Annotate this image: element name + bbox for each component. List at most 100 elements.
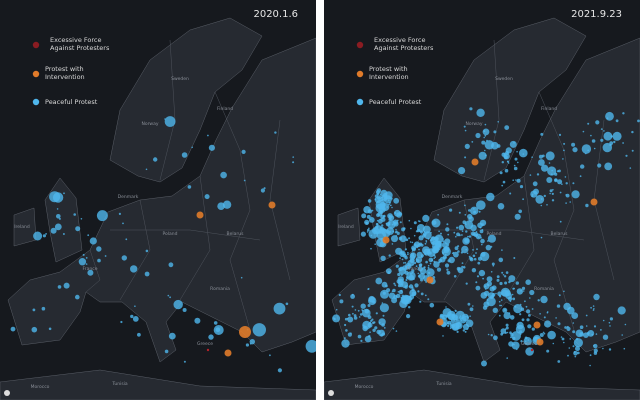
peaceful-dot: [442, 238, 444, 240]
peaceful-dot: [468, 216, 474, 222]
peaceful-dot: [397, 284, 401, 288]
peaceful-dot: [400, 289, 403, 292]
peaceful-dot: [477, 261, 481, 265]
peaceful-dot: [97, 258, 101, 263]
peaceful-dot: [87, 269, 94, 276]
peaceful-dot: [464, 143, 470, 149]
peaceful-dot: [573, 350, 578, 356]
peaceful-dot: [332, 314, 341, 323]
peaceful-dot: [408, 284, 414, 289]
peaceful-dot: [391, 206, 393, 209]
peaceful-dot: [603, 131, 613, 141]
peaceful-dot: [429, 262, 432, 265]
legend-line: Excessive Force: [50, 36, 102, 44]
peaceful-dot: [359, 313, 363, 316]
peaceful-dot: [478, 210, 481, 213]
peaceful-dot: [58, 217, 61, 220]
peaceful-dot: [478, 269, 486, 277]
peaceful-dot: [442, 240, 445, 243]
peaceful-dot: [531, 327, 535, 331]
peaceful-dot: [496, 278, 500, 282]
intervention-dot: [436, 318, 444, 326]
peaceful-dot: [63, 192, 65, 195]
peaceful-dot: [458, 167, 466, 175]
peaceful-dot: [464, 214, 467, 216]
peaceful-dot: [292, 156, 295, 158]
peaceful-dot: [461, 234, 463, 236]
peaceful-dot: [382, 291, 386, 295]
peaceful-dot: [462, 329, 465, 332]
peaceful-dot: [566, 326, 571, 331]
peaceful-dot: [194, 317, 201, 324]
peaceful-dot: [413, 221, 417, 225]
peaceful-dot: [573, 338, 583, 348]
peaceful-dot: [464, 315, 467, 318]
peaceful-dot: [80, 218, 83, 220]
peaceful-dot: [374, 198, 377, 201]
peaceful-dot: [454, 309, 457, 312]
legend-swatch: [356, 70, 364, 78]
peaceful-dot: [561, 337, 565, 341]
peaceful-dot: [621, 334, 623, 336]
peaceful-dot: [399, 257, 401, 259]
peaceful-dot: [429, 302, 435, 308]
peaceful-dot: [559, 220, 562, 223]
peaceful-dot: [585, 314, 588, 317]
peaceful-dot: [558, 133, 562, 136]
peaceful-dot: [348, 313, 351, 317]
peaceful-dot: [404, 261, 407, 264]
peaceful-dot: [585, 325, 588, 327]
peaceful-dot: [535, 195, 545, 204]
peaceful-dot: [409, 294, 415, 300]
peaceful-dot: [381, 332, 385, 336]
peaceful-dot: [374, 243, 376, 245]
peaceful-dot: [347, 332, 352, 337]
peaceful-dot: [469, 107, 473, 111]
peaceful-dot: [517, 323, 520, 325]
peaceful-dot: [409, 289, 417, 297]
place-label: Finland: [541, 106, 557, 112]
peaceful-dot: [417, 272, 420, 275]
peaceful-dot: [413, 261, 417, 265]
place-label: Belarus: [551, 231, 569, 237]
peaceful-dot: [525, 279, 531, 286]
peaceful-dot: [464, 129, 467, 132]
peaceful-dot: [402, 265, 408, 271]
peaceful-dot: [514, 213, 521, 220]
peaceful-dot: [169, 296, 172, 299]
peaceful-dot: [392, 327, 395, 330]
peaceful-dot: [563, 290, 565, 293]
peaceful-dot: [132, 316, 139, 322]
peaceful-dot: [595, 120, 600, 125]
peaceful-dot: [486, 276, 493, 282]
peaceful-dot: [467, 302, 471, 306]
peaceful-dot: [402, 262, 405, 264]
peaceful-dot: [56, 208, 59, 210]
peaceful-dot: [364, 335, 372, 343]
peaceful-dot: [451, 252, 454, 255]
peaceful-dot: [370, 234, 373, 237]
peaceful-dot: [397, 291, 400, 293]
peaceful-dot: [394, 284, 397, 287]
peaceful-dot: [495, 292, 497, 295]
peaceful-dot: [539, 333, 544, 337]
peaceful-dot: [499, 295, 502, 298]
peaceful-dot: [519, 313, 522, 316]
peaceful-dot: [274, 131, 277, 134]
peaceful-dot: [478, 151, 487, 160]
peaceful-dot: [404, 248, 407, 251]
peaceful-dot: [503, 153, 510, 160]
peaceful-dot: [419, 300, 422, 303]
peaceful-dot: [504, 281, 508, 285]
peaceful-dot: [370, 319, 373, 322]
peaceful-dot: [379, 193, 382, 196]
peaceful-dot: [613, 140, 616, 144]
peaceful-dot: [609, 325, 611, 327]
peaceful-dot: [391, 243, 394, 245]
peaceful-dot: [631, 130, 634, 134]
peaceful-dot: [455, 235, 457, 238]
peaceful-dot: [388, 254, 391, 257]
peaceful-dot: [425, 241, 428, 243]
place-label: Morocco: [355, 384, 374, 390]
peaceful-dot: [515, 179, 517, 181]
